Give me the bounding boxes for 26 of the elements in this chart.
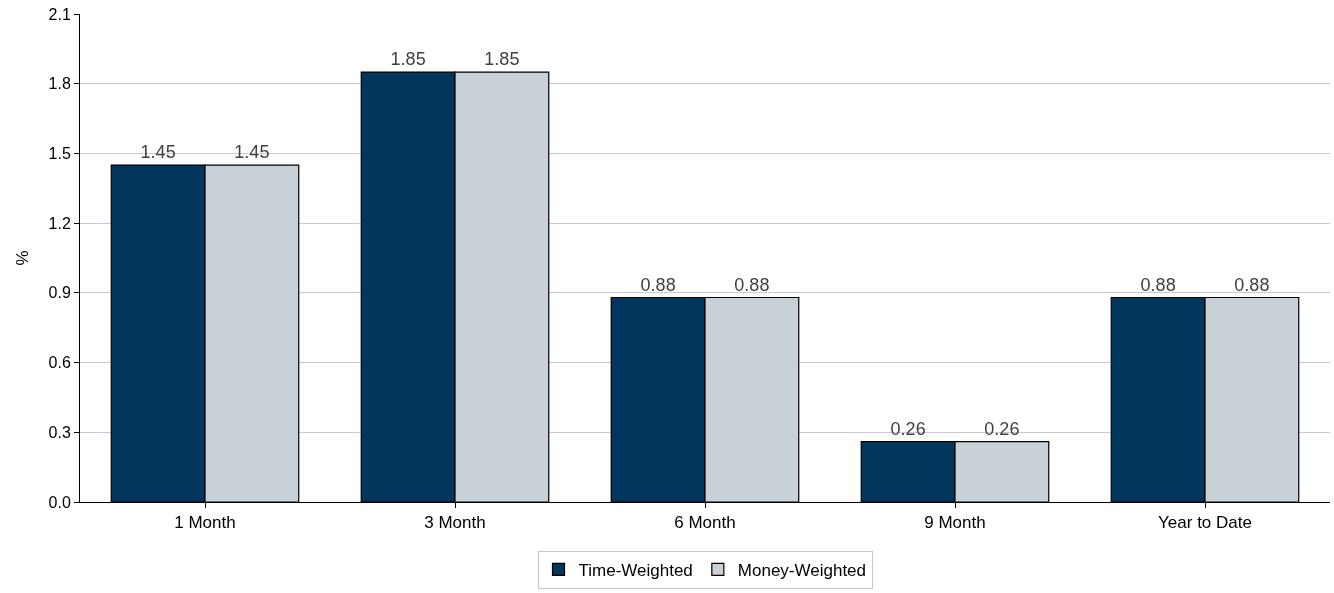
- data-label: 0.88: [734, 274, 770, 295]
- y-tick-label: 1.8: [48, 75, 71, 93]
- y-tick-label: 0.3: [48, 423, 71, 441]
- x-tick-label: 9 Month: [924, 513, 986, 533]
- y-tick-label: 1.5: [48, 145, 71, 163]
- data-label: 0.26: [984, 418, 1020, 439]
- x-tick-label: Year to Date: [1158, 513, 1252, 533]
- data-label: 1.85: [484, 49, 520, 70]
- data-label: 0.88: [1140, 274, 1176, 295]
- data-label: 0.26: [890, 418, 926, 439]
- y-tick-label: 1.2: [48, 214, 71, 232]
- y-tick-label: 2.1: [48, 5, 71, 23]
- y-axis-title: %: [13, 250, 33, 266]
- legend-label: Time-Weighted: [578, 560, 693, 580]
- legend-label: Money-Weighted: [737, 560, 867, 580]
- text: 0.0: [48, 493, 71, 511]
- y-tick-label: 0.9: [48, 284, 71, 302]
- x-tick-label: 3 Month: [424, 513, 486, 533]
- x-tick-label: 6 Month: [674, 513, 736, 533]
- data-label: 1.45: [234, 142, 270, 163]
- data-label: 1.85: [390, 49, 426, 70]
- y-tick-label: 0.6: [48, 354, 71, 372]
- data-label: 0.88: [640, 274, 676, 295]
- data-label: 0.88: [1234, 274, 1270, 295]
- x-tick-label: 1 Month: [174, 513, 236, 533]
- data-label: 1.45: [140, 142, 176, 163]
